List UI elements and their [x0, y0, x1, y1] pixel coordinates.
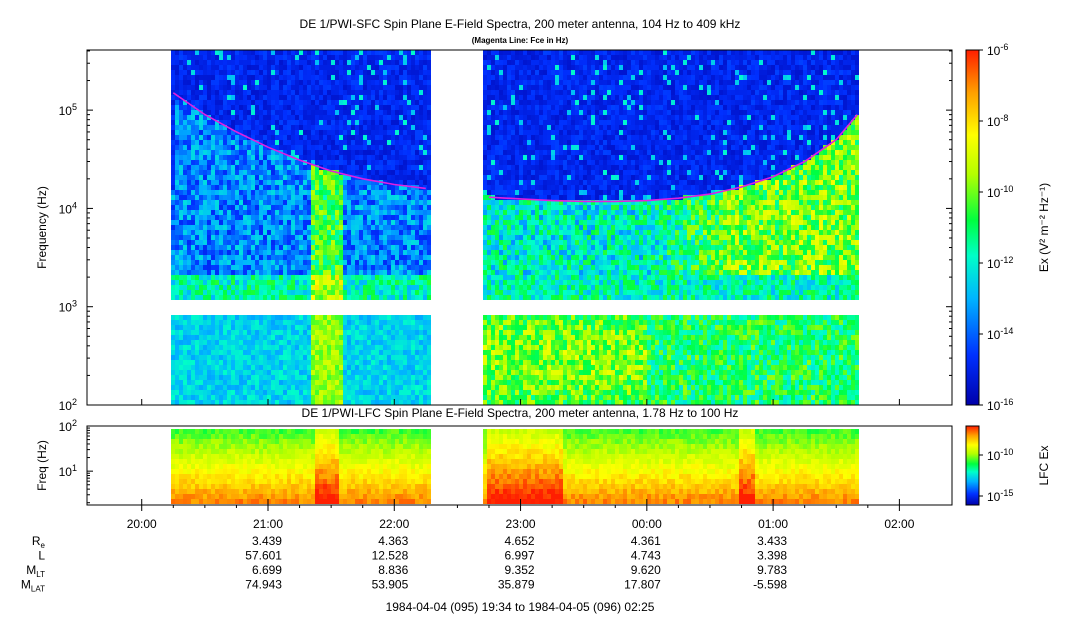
time-tick-label-6: 02:00: [884, 517, 914, 531]
lfc-colorbar-title: LFC Ex: [1037, 445, 1051, 485]
time-tick-label-1: 21:00: [253, 517, 283, 531]
ephemeris-value-3-2: 35.879: [498, 578, 535, 592]
sfc-colorbar-label-4: 10-14: [987, 326, 1013, 342]
ephemeris-value-1-2: 6.997: [505, 549, 535, 563]
fce-line-0: [172, 92, 426, 190]
ephemeris-value-3-1: 53.905: [372, 578, 409, 592]
ephemeris-value-2-3: 9.620: [631, 563, 661, 577]
sfc-colorbar-label-2: 10-10: [987, 184, 1013, 200]
sfc-ytick-label-3: 105: [59, 102, 77, 118]
ephemeris-label-0: Re: [32, 534, 46, 550]
lfc-ylabel: Freq (Hz): [35, 440, 49, 491]
time-tick-label-5: 01:00: [758, 517, 788, 531]
ephemeris-value-0-1: 4.363: [378, 534, 408, 548]
ephemeris-label-3: MLAT: [21, 578, 45, 594]
lfc-ytick-label-0: 101: [59, 463, 77, 479]
sfc-colorbar-label-0: 10-6: [987, 42, 1008, 58]
ephemeris-label-1: L: [38, 549, 45, 563]
ephemeris-value-2-1: 8.836: [378, 563, 408, 577]
ephemeris-value-2-2: 9.352: [505, 563, 535, 577]
ephemeris-value-3-4: -5.598: [753, 578, 787, 592]
ephemeris-label-2: MLT: [26, 563, 45, 579]
lfc-colorbar-label-1: 10-15: [987, 488, 1013, 504]
sfc-colorbar-title: Ex (V² m⁻² Hz⁻¹): [1037, 183, 1051, 272]
sfc-colorbar-label-5: 10-16: [987, 397, 1013, 413]
sfc-colorbar-label-1: 10-8: [987, 113, 1008, 129]
ephemeris-value-0-2: 4.652: [505, 534, 535, 548]
time-tick-label-3: 23:00: [506, 517, 536, 531]
ephemeris-value-1-3: 4.743: [631, 549, 661, 563]
sfc-panel-subtitle: (Magenta Line: Fce in Hz): [471, 36, 569, 45]
ephemeris-value-0-3: 4.361: [631, 534, 661, 548]
ephemeris-value-1-1: 12.528: [372, 549, 409, 563]
lfc-colorbar-label-0: 10-10: [987, 447, 1013, 463]
ephemeris-value-3-0: 74.943: [245, 578, 282, 592]
time-tick-label-0: 20:00: [127, 517, 157, 531]
sfc-colorbar: [965, 49, 980, 406]
ephemeris-value-2-4: 9.783: [757, 563, 787, 577]
time-tick-label-4: 00:00: [632, 517, 662, 531]
ephemeris-value-3-3: 17.807: [624, 578, 661, 592]
ephemeris-value-0-0: 3.439: [252, 534, 282, 548]
sfc-ylabel: Frequency (Hz): [35, 186, 49, 269]
lfc-plot-frame: [86, 425, 953, 506]
sfc-plot-frame: [86, 49, 953, 406]
ephemeris-value-0-4: 3.433: [757, 534, 787, 548]
sfc-panel-title: DE 1/PWI-SFC Spin Plane E-Field Spectra,…: [299, 17, 741, 31]
sfc-ytick-label-2: 104: [59, 200, 77, 216]
sfc-colorbar-label-3: 10-12: [987, 255, 1013, 271]
lfc-colorbar: [965, 425, 980, 506]
ephemeris-value-1-0: 57.601: [245, 549, 282, 563]
ephemeris-value-2-0: 6.699: [252, 563, 282, 577]
lfc-panel-title: DE 1/PWI-LFC Spin Plane E-Field Spectra,…: [301, 406, 739, 420]
time-tick-label-2: 22:00: [379, 517, 409, 531]
ephemeris-value-1-4: 3.398: [757, 549, 787, 563]
sfc-ytick-label-1: 103: [59, 299, 77, 315]
fce-line-1: [488, 114, 858, 203]
time-range-label: 1984-04-04 (095) 19:34 to 1984-04-05 (09…: [385, 600, 655, 614]
lfc-ytick-label-1: 102: [59, 418, 77, 434]
sfc-ytick-label-0: 102: [59, 397, 77, 413]
